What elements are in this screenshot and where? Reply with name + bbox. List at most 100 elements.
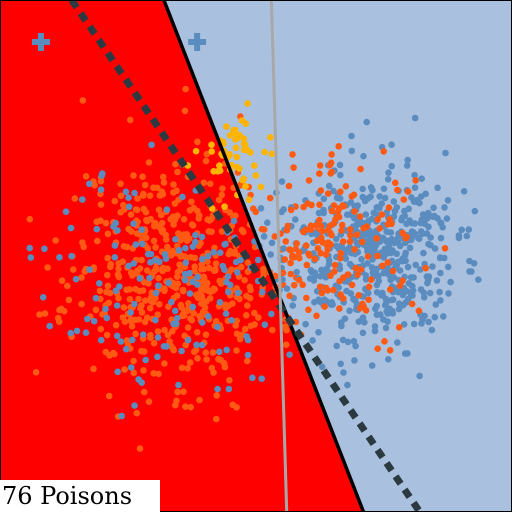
data-point [262, 321, 269, 328]
data-point [105, 283, 112, 290]
data-point [215, 168, 222, 175]
data-point [199, 234, 206, 241]
data-point [141, 389, 148, 396]
data-point [228, 317, 235, 324]
data-point [160, 174, 167, 181]
data-point [285, 223, 292, 230]
data-point [438, 220, 445, 227]
data-point [213, 416, 220, 423]
data-point [286, 293, 293, 300]
data-point [164, 206, 171, 213]
data-point [154, 354, 161, 361]
data-point [302, 321, 309, 328]
data-point [182, 277, 189, 284]
data-point [128, 211, 135, 218]
data-point [359, 301, 366, 308]
data-point [138, 379, 145, 386]
data-point [182, 245, 189, 252]
data-point [373, 235, 380, 242]
data-point [381, 185, 388, 192]
data-point [239, 227, 246, 234]
data-point [175, 269, 182, 276]
data-point [418, 220, 425, 227]
data-point [181, 216, 188, 223]
data-point [168, 299, 175, 306]
data-point [405, 206, 412, 213]
data-point [321, 196, 328, 203]
data-point [131, 190, 138, 197]
data-point [204, 280, 211, 287]
data-point [68, 253, 75, 260]
data-point [384, 318, 391, 325]
data-point [269, 327, 276, 334]
data-point [345, 339, 352, 346]
data-point [172, 402, 179, 409]
data-point [359, 186, 366, 193]
data-point [112, 198, 119, 205]
data-point [125, 194, 132, 201]
data-point [140, 367, 147, 374]
data-point [128, 364, 135, 371]
data-point [194, 208, 201, 215]
data-point [226, 377, 233, 384]
data-point [466, 258, 473, 265]
data-point [445, 290, 452, 297]
data-point [184, 365, 191, 372]
data-point [234, 164, 241, 171]
data-point [290, 164, 297, 171]
data-point [93, 295, 100, 302]
data-point [103, 289, 110, 296]
data-point [391, 198, 398, 205]
data-point [63, 208, 70, 215]
data-point [227, 282, 234, 289]
data-point [141, 348, 148, 355]
data-point [315, 245, 322, 252]
data-point [112, 242, 119, 249]
data-point [107, 261, 114, 268]
data-point [250, 205, 257, 212]
data-point [219, 185, 226, 192]
data-point [172, 236, 179, 243]
data-point [393, 251, 400, 258]
data-point [328, 301, 335, 308]
data-point [430, 205, 437, 212]
data-point [337, 172, 344, 179]
data-point [289, 302, 296, 309]
data-point [207, 295, 214, 302]
data-point [147, 216, 154, 223]
data-point [208, 142, 215, 149]
data-point [308, 222, 315, 229]
data-point [189, 317, 196, 324]
data-point [213, 392, 220, 399]
data-point [347, 232, 354, 239]
data-point [40, 294, 47, 301]
data-point [461, 188, 468, 195]
data-point [127, 286, 134, 293]
data-point [444, 215, 451, 222]
data-point [354, 231, 361, 238]
data-point [394, 204, 401, 211]
data-point [300, 229, 307, 236]
data-point [258, 184, 265, 191]
data-point [118, 338, 125, 345]
data-point [261, 149, 268, 156]
data-point [438, 235, 445, 242]
poison-count-caption: 76 Poisons [2, 482, 132, 510]
data-point [120, 202, 127, 209]
data-point [319, 228, 326, 235]
data-point [365, 253, 372, 260]
data-point [383, 325, 390, 332]
data-point [217, 299, 224, 306]
data-point [161, 288, 168, 295]
data-point [316, 210, 323, 217]
data-point [91, 318, 98, 325]
data-point [260, 268, 267, 275]
data-point [380, 148, 387, 155]
data-point [218, 357, 225, 364]
data-point [203, 356, 210, 363]
data-point [61, 308, 68, 315]
data-point [374, 303, 381, 310]
data-point [225, 273, 232, 280]
data-point [464, 233, 471, 240]
data-point [73, 276, 80, 283]
